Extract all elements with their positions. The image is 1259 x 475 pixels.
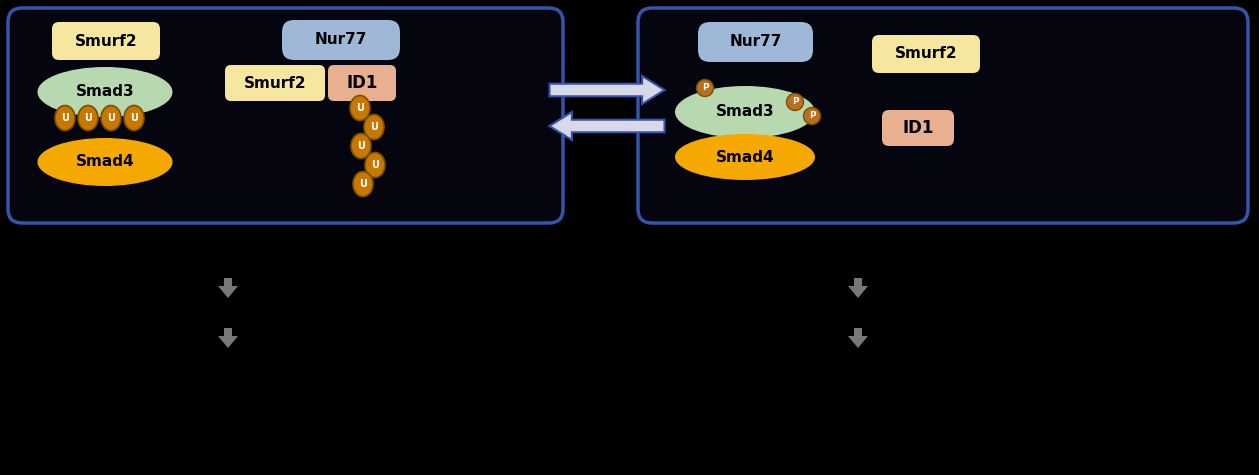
Text: U: U: [107, 113, 115, 123]
Ellipse shape: [38, 138, 172, 186]
Text: U: U: [358, 141, 365, 151]
Text: Smad4: Smad4: [715, 150, 774, 164]
Polygon shape: [849, 328, 867, 348]
Ellipse shape: [353, 171, 373, 197]
Text: Smurf2: Smurf2: [244, 76, 306, 91]
FancyBboxPatch shape: [883, 110, 954, 146]
Text: U: U: [370, 122, 378, 132]
Ellipse shape: [675, 134, 815, 180]
Polygon shape: [218, 278, 238, 298]
Polygon shape: [549, 76, 665, 104]
FancyBboxPatch shape: [697, 22, 813, 62]
Text: ID1: ID1: [903, 119, 934, 137]
FancyBboxPatch shape: [329, 65, 397, 101]
Text: Smad3: Smad3: [715, 104, 774, 120]
Ellipse shape: [364, 114, 384, 140]
FancyBboxPatch shape: [52, 22, 160, 60]
Text: U: U: [130, 113, 138, 123]
Text: P: P: [792, 97, 798, 106]
Ellipse shape: [55, 105, 76, 131]
Ellipse shape: [696, 79, 714, 96]
Ellipse shape: [675, 86, 815, 138]
Ellipse shape: [803, 107, 821, 124]
Text: P: P: [808, 112, 816, 121]
Text: Smurf2: Smurf2: [895, 47, 957, 61]
Ellipse shape: [350, 95, 370, 121]
FancyBboxPatch shape: [225, 65, 325, 101]
Ellipse shape: [351, 133, 371, 159]
Ellipse shape: [38, 67, 172, 117]
Polygon shape: [218, 328, 238, 348]
Ellipse shape: [123, 105, 144, 131]
FancyBboxPatch shape: [282, 20, 400, 60]
Text: P: P: [701, 84, 709, 93]
Text: Smurf2: Smurf2: [74, 34, 137, 48]
Polygon shape: [849, 278, 867, 298]
Ellipse shape: [787, 94, 803, 111]
FancyBboxPatch shape: [872, 35, 980, 73]
Text: U: U: [356, 103, 364, 113]
Text: U: U: [371, 160, 379, 170]
Text: Nur77: Nur77: [315, 32, 368, 48]
FancyBboxPatch shape: [8, 8, 563, 223]
Text: U: U: [84, 113, 92, 123]
Ellipse shape: [365, 152, 385, 178]
Text: Smad4: Smad4: [76, 154, 135, 170]
Ellipse shape: [78, 105, 98, 131]
FancyBboxPatch shape: [638, 8, 1248, 223]
Text: ID1: ID1: [346, 74, 378, 92]
Text: U: U: [359, 179, 366, 189]
Text: U: U: [62, 113, 69, 123]
Polygon shape: [549, 112, 665, 140]
Text: Smad3: Smad3: [76, 85, 135, 99]
Text: Nur77: Nur77: [729, 35, 782, 49]
Ellipse shape: [101, 105, 121, 131]
